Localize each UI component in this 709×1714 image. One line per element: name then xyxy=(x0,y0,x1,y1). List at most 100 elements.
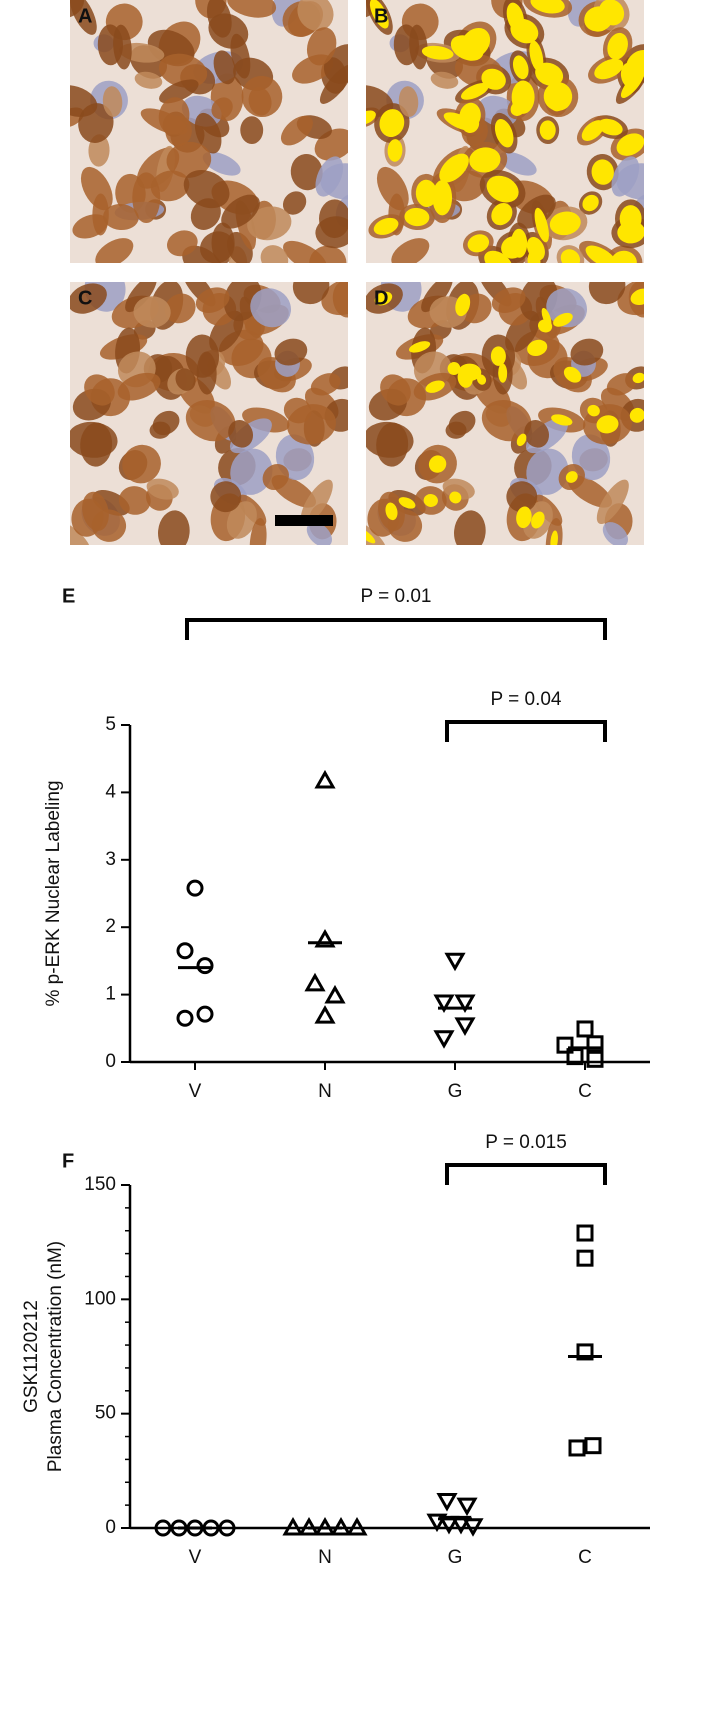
cell xyxy=(250,288,292,328)
x-tick-label: G xyxy=(448,1081,463,1102)
micrograph: D xyxy=(366,282,644,545)
cell xyxy=(306,522,332,545)
label-overlay xyxy=(373,217,399,235)
x-tick-label: G xyxy=(448,1547,463,1568)
label-overlay xyxy=(549,211,581,236)
cell xyxy=(310,373,341,396)
label-overlay xyxy=(529,40,544,72)
label-overlay xyxy=(585,245,617,263)
cell xyxy=(297,0,334,31)
label-overlay xyxy=(457,368,473,388)
cell xyxy=(398,86,419,117)
cell xyxy=(167,230,198,257)
data-point xyxy=(433,1030,455,1049)
cell xyxy=(146,478,179,500)
cell xyxy=(366,421,414,458)
label-overlay xyxy=(591,159,614,185)
p-value: P = 0.01 xyxy=(361,586,432,607)
label-overlay xyxy=(447,362,461,375)
cell xyxy=(287,404,336,445)
panel-label: D xyxy=(374,287,388,309)
cell xyxy=(202,151,241,176)
data-point xyxy=(433,994,455,1014)
cell xyxy=(315,216,348,249)
cell xyxy=(102,86,123,117)
y-tick-label: 3 xyxy=(105,849,116,870)
label-overlay xyxy=(516,433,527,447)
label-overlay xyxy=(530,0,565,14)
cell xyxy=(133,296,171,328)
label-overlay xyxy=(550,530,558,545)
cell xyxy=(84,374,115,406)
label-overlay xyxy=(369,0,389,29)
cell xyxy=(72,214,108,239)
p-value: P = 0.015 xyxy=(485,1132,567,1153)
significance-bracket xyxy=(445,1163,607,1185)
cell xyxy=(596,479,629,524)
data-point xyxy=(576,1343,594,1361)
label-overlay xyxy=(385,502,398,521)
data-point xyxy=(586,1035,604,1053)
cell xyxy=(292,282,330,305)
data-point xyxy=(584,1437,602,1455)
data-point xyxy=(444,952,466,972)
x-tick-label: C xyxy=(578,1547,592,1568)
data-point xyxy=(566,1048,584,1066)
cell xyxy=(315,156,344,197)
panel-label: E xyxy=(62,585,75,607)
label-overlay xyxy=(594,58,624,80)
label-overlay xyxy=(582,194,599,212)
label-overlay xyxy=(629,407,644,423)
cell xyxy=(430,71,459,89)
micrograph: B xyxy=(366,0,644,263)
cell xyxy=(159,79,199,104)
label-overlay xyxy=(531,511,545,529)
panel-label: F xyxy=(62,1150,74,1172)
label-overlay xyxy=(510,100,526,116)
cell xyxy=(323,44,348,84)
label-overlay xyxy=(587,404,600,417)
cell xyxy=(491,287,526,313)
cell xyxy=(524,419,550,448)
cell xyxy=(526,448,569,495)
cell xyxy=(611,156,640,197)
cell xyxy=(206,0,232,38)
cell xyxy=(125,282,157,313)
label-overlay xyxy=(626,50,644,78)
y-tick-label: 2 xyxy=(105,916,116,937)
cell xyxy=(117,372,161,401)
label-overlay xyxy=(425,380,445,393)
data-point xyxy=(176,942,194,960)
cell xyxy=(122,444,161,484)
label-overlay xyxy=(374,291,393,306)
label-overlay xyxy=(486,175,519,203)
label-overlay xyxy=(596,415,619,434)
cell xyxy=(306,27,337,66)
label-overlay xyxy=(449,491,462,504)
cell xyxy=(175,368,196,391)
cell xyxy=(70,283,107,314)
cell xyxy=(228,419,254,448)
label-overlay xyxy=(460,83,489,100)
data-point xyxy=(426,1513,448,1533)
label-overlay xyxy=(630,288,644,306)
data-point xyxy=(218,1519,236,1537)
cell xyxy=(70,519,91,545)
cell xyxy=(185,400,236,442)
y-axis-label: % p-ERK Nuclear Labeling xyxy=(43,780,64,1006)
label-overlay xyxy=(450,35,484,61)
cell xyxy=(332,282,348,318)
label-overlay xyxy=(560,249,581,263)
x-tick-label: N xyxy=(318,1547,332,1568)
cell xyxy=(166,141,212,178)
label-overlay xyxy=(432,179,453,216)
label-overlay xyxy=(439,153,469,183)
micrograph: A xyxy=(70,0,348,263)
cell xyxy=(454,510,486,545)
cell xyxy=(158,53,208,88)
cell xyxy=(230,448,273,495)
data-point xyxy=(576,1020,594,1038)
cell xyxy=(226,501,257,539)
cell xyxy=(158,510,190,545)
micrograph: C xyxy=(70,282,348,545)
